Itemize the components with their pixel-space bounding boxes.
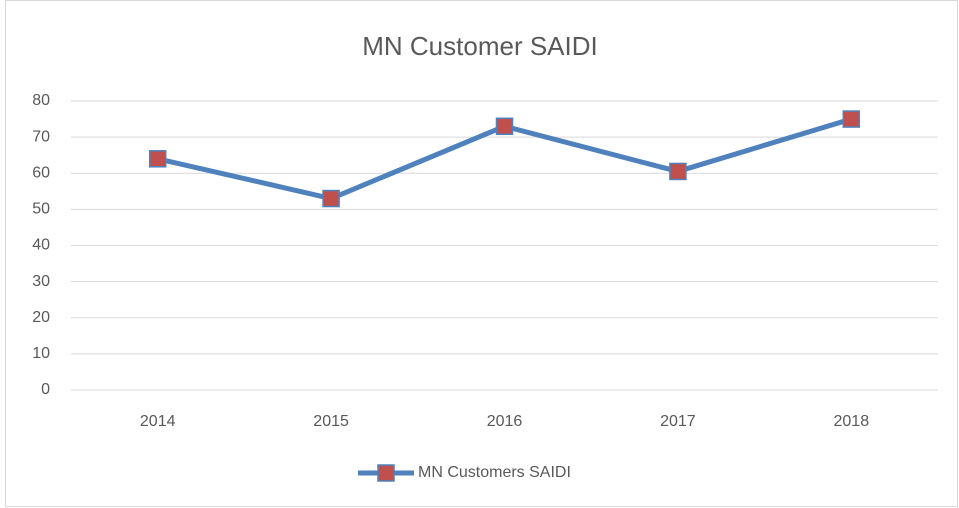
y-tick-label: 40 xyxy=(32,237,50,254)
legend-marker xyxy=(377,464,395,482)
y-tick-label: 60 xyxy=(32,164,50,181)
chart-title: MN Customer SAIDI xyxy=(362,31,598,61)
point-marker xyxy=(322,189,340,208)
y-tick-label: 50 xyxy=(32,201,50,218)
legend-label: MN Customers SAIDI xyxy=(418,464,571,481)
point-marker xyxy=(669,162,687,181)
point-marker xyxy=(148,150,167,168)
y-tick-label: 30 xyxy=(32,273,50,290)
y-tick-label: 20 xyxy=(32,309,50,326)
y-tick-label: 80 xyxy=(32,92,50,109)
y-tick-label: 70 xyxy=(32,128,50,145)
x-tick-label: 2017 xyxy=(660,413,696,430)
y-tick-label: 0 xyxy=(41,381,50,398)
point-marker xyxy=(495,117,514,136)
y-tick-label: 10 xyxy=(32,345,50,362)
x-tick-label: 2016 xyxy=(487,413,523,430)
x-tick-label: 2018 xyxy=(834,413,870,430)
x-tick-label: 2014 xyxy=(140,413,176,430)
point-marker xyxy=(842,110,861,128)
chart-border xyxy=(5,0,958,507)
x-tick-label: 2015 xyxy=(313,413,349,430)
